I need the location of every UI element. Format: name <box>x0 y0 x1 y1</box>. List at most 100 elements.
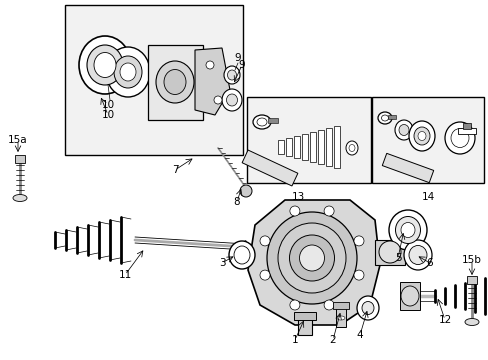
Ellipse shape <box>403 240 431 270</box>
Text: 4: 4 <box>356 330 363 340</box>
Ellipse shape <box>13 194 27 202</box>
Polygon shape <box>242 150 297 186</box>
Bar <box>246 97 370 183</box>
Text: 2: 2 <box>329 335 336 345</box>
Ellipse shape <box>227 70 236 80</box>
Ellipse shape <box>398 125 408 135</box>
Text: 15a: 15a <box>8 135 28 145</box>
Bar <box>374 240 404 265</box>
Circle shape <box>289 206 299 216</box>
Bar <box>148 45 203 120</box>
Text: 6: 6 <box>426 258 432 268</box>
Ellipse shape <box>278 223 346 293</box>
Ellipse shape <box>336 316 345 320</box>
Ellipse shape <box>234 246 249 264</box>
Bar <box>267 118 278 123</box>
Ellipse shape <box>388 210 426 250</box>
Ellipse shape <box>163 69 185 94</box>
Ellipse shape <box>348 144 354 152</box>
Bar <box>332 302 348 309</box>
Bar <box>285 138 291 156</box>
Bar <box>457 128 475 134</box>
Text: 7: 7 <box>171 165 178 175</box>
Circle shape <box>240 185 251 197</box>
Ellipse shape <box>299 245 324 271</box>
Text: 1: 1 <box>291 335 298 345</box>
Bar <box>15 155 25 163</box>
Ellipse shape <box>395 216 420 243</box>
Polygon shape <box>247 200 379 325</box>
Ellipse shape <box>400 286 418 306</box>
Ellipse shape <box>228 241 254 269</box>
Text: 14: 14 <box>421 192 434 202</box>
Circle shape <box>353 236 363 246</box>
Ellipse shape <box>224 66 240 84</box>
Ellipse shape <box>87 45 123 85</box>
Bar <box>278 140 284 154</box>
Ellipse shape <box>464 319 478 325</box>
Ellipse shape <box>400 222 414 238</box>
Text: 9: 9 <box>234 53 241 63</box>
Ellipse shape <box>289 235 334 281</box>
Bar <box>65 5 243 155</box>
Text: 3: 3 <box>218 258 225 268</box>
Ellipse shape <box>114 56 142 88</box>
Ellipse shape <box>408 246 426 265</box>
Polygon shape <box>195 48 229 115</box>
Text: 10: 10 <box>101 110 114 120</box>
Ellipse shape <box>222 89 242 111</box>
Ellipse shape <box>79 36 131 94</box>
Circle shape <box>324 206 333 216</box>
Text: 10: 10 <box>101 100 114 110</box>
Ellipse shape <box>252 115 270 129</box>
Ellipse shape <box>156 61 194 103</box>
Text: 13: 13 <box>291 192 304 202</box>
Ellipse shape <box>381 115 387 121</box>
Ellipse shape <box>356 296 378 320</box>
Bar <box>297 315 311 335</box>
Bar <box>309 132 315 162</box>
Bar <box>387 115 395 119</box>
Ellipse shape <box>377 112 391 124</box>
Circle shape <box>260 236 269 246</box>
Circle shape <box>214 96 222 104</box>
Ellipse shape <box>346 141 357 155</box>
Text: 15b: 15b <box>461 255 481 265</box>
Ellipse shape <box>257 118 266 126</box>
Ellipse shape <box>226 94 237 106</box>
Ellipse shape <box>408 121 434 151</box>
Ellipse shape <box>266 212 356 304</box>
Ellipse shape <box>106 47 150 97</box>
Ellipse shape <box>120 63 136 81</box>
Bar <box>302 134 307 160</box>
Bar <box>371 97 483 183</box>
Text: 9: 9 <box>238 60 245 70</box>
Circle shape <box>205 61 214 69</box>
Ellipse shape <box>394 120 412 140</box>
Bar <box>325 128 331 166</box>
Bar <box>466 276 476 284</box>
Ellipse shape <box>417 131 425 140</box>
Bar <box>335 305 346 327</box>
Bar <box>317 130 324 164</box>
Bar <box>333 126 339 168</box>
Ellipse shape <box>413 127 429 145</box>
Text: 12: 12 <box>437 315 451 325</box>
Bar <box>293 312 315 320</box>
Ellipse shape <box>378 241 400 263</box>
Bar <box>462 123 470 129</box>
Circle shape <box>260 270 269 280</box>
Bar <box>399 282 419 310</box>
Ellipse shape <box>94 53 116 77</box>
Circle shape <box>353 270 363 280</box>
Circle shape <box>289 300 299 310</box>
Ellipse shape <box>450 129 468 148</box>
Polygon shape <box>382 153 433 183</box>
Text: 11: 11 <box>118 270 131 280</box>
Ellipse shape <box>444 122 474 154</box>
Bar <box>293 136 299 158</box>
Circle shape <box>324 300 333 310</box>
Text: 5: 5 <box>394 253 401 263</box>
Text: 8: 8 <box>233 197 240 207</box>
Ellipse shape <box>361 301 373 315</box>
